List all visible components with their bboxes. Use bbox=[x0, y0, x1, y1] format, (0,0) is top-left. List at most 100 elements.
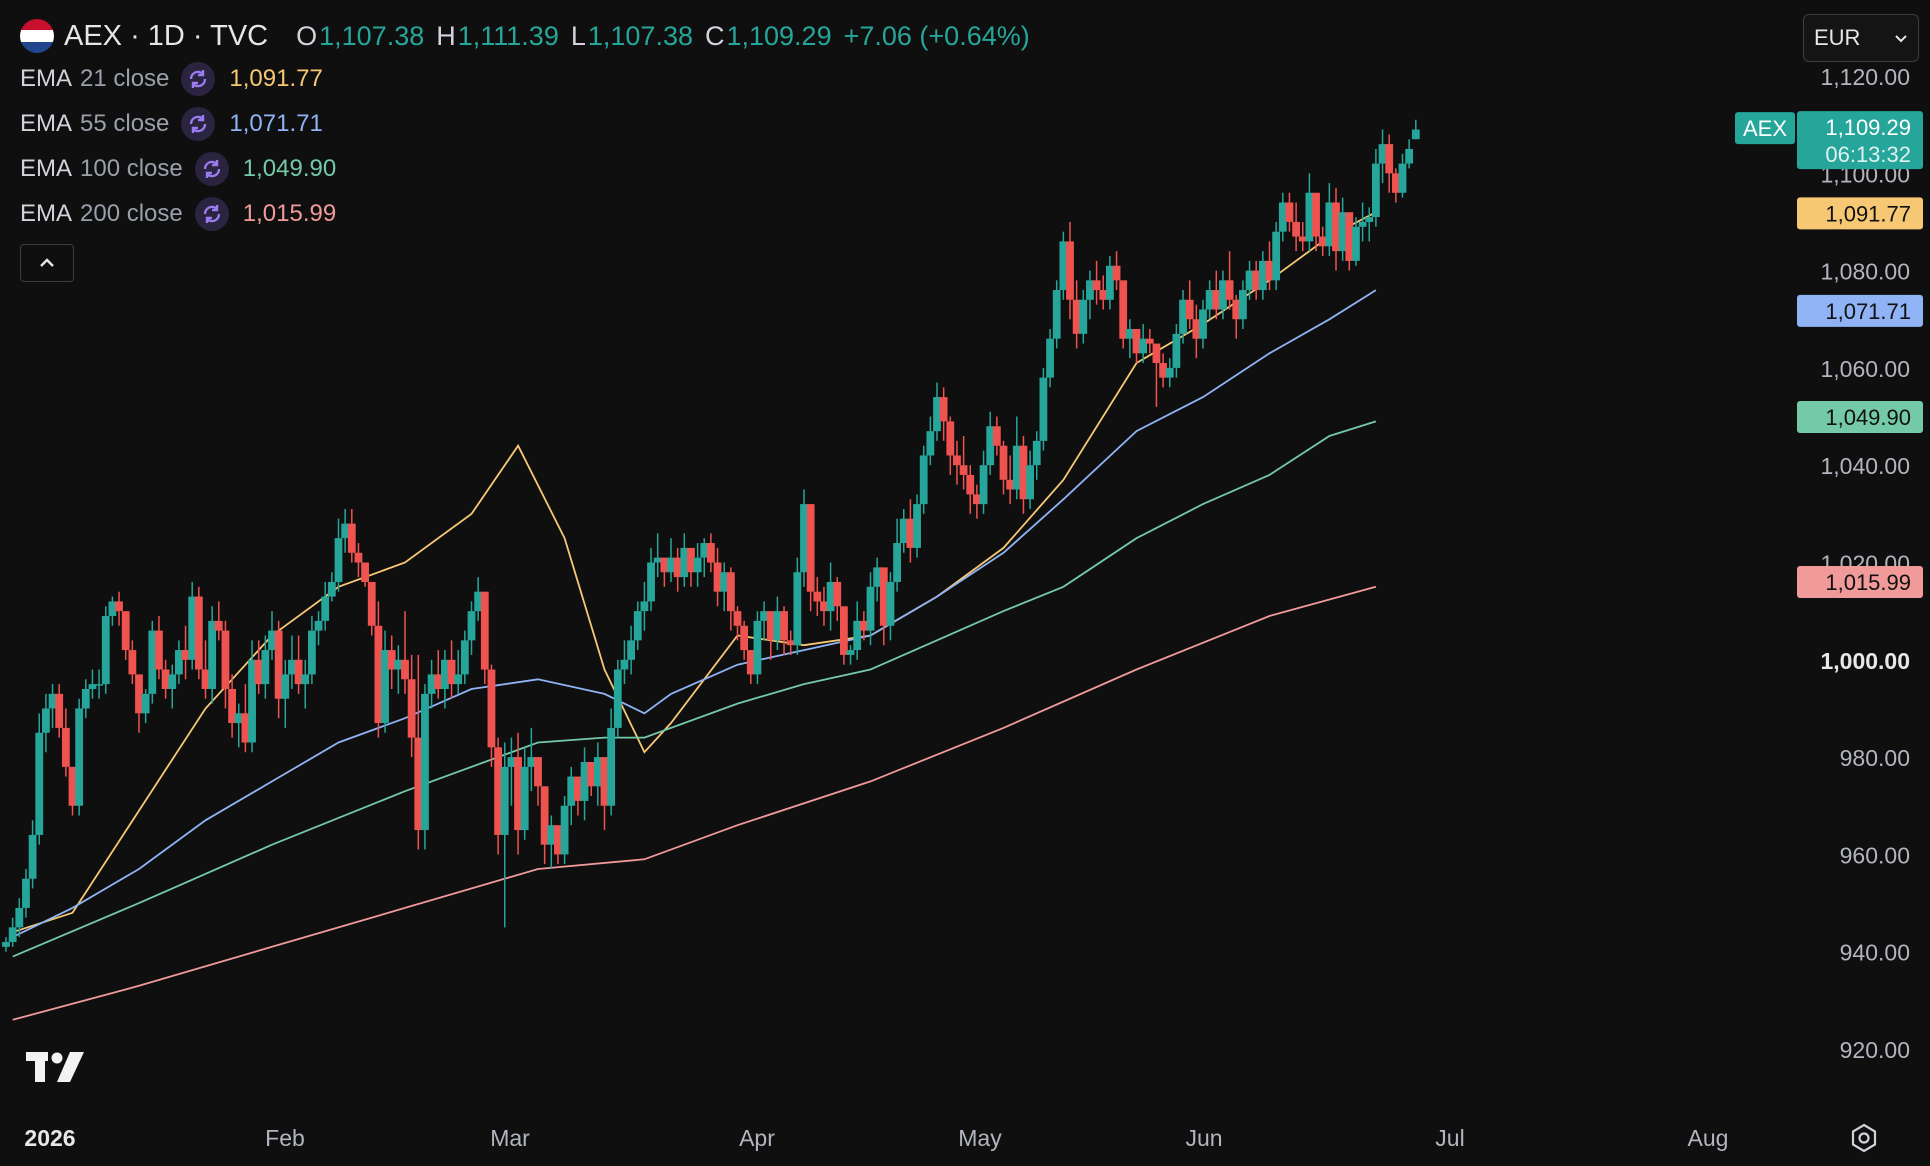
candle-body bbox=[1372, 163, 1380, 218]
candle-body bbox=[687, 547, 695, 573]
candle bbox=[22, 868, 30, 918]
price-tick-label: 1,120.00 bbox=[1820, 64, 1910, 90]
candle bbox=[1212, 270, 1221, 320]
candle bbox=[587, 761, 596, 797]
candle-body bbox=[746, 650, 755, 675]
candle bbox=[1112, 251, 1121, 291]
candle-body bbox=[653, 557, 662, 563]
candle-body bbox=[434, 674, 443, 689]
candle-body bbox=[28, 834, 37, 879]
candle bbox=[633, 601, 642, 651]
candle bbox=[175, 640, 183, 685]
candle-body bbox=[640, 601, 649, 612]
candle bbox=[926, 416, 935, 466]
chevron-down-icon bbox=[1895, 35, 1907, 43]
candle bbox=[294, 635, 303, 694]
candle bbox=[1079, 290, 1088, 344]
ema-lines bbox=[12, 211, 1377, 1021]
refresh-icon[interactable] bbox=[181, 106, 216, 141]
candle bbox=[554, 825, 562, 865]
candle bbox=[194, 586, 203, 680]
candle-body bbox=[1086, 280, 1094, 300]
currency-select[interactable]: EUR bbox=[1803, 14, 1919, 62]
candle-body bbox=[973, 494, 981, 505]
candle bbox=[1145, 328, 1154, 354]
candle-body bbox=[1292, 221, 1300, 237]
candle bbox=[15, 898, 24, 938]
candle bbox=[786, 630, 795, 655]
time-axis[interactable]: 2026 Feb Mar Apr May Jun Jul Aug bbox=[24, 1125, 1728, 1151]
close-value: 1,109.29 bbox=[726, 20, 832, 51]
candle bbox=[979, 450, 988, 514]
indicator-ema-100[interactable]: EMA 100 close 1,049.90 bbox=[20, 146, 1030, 191]
candle bbox=[1165, 358, 1174, 388]
indicator-ema-55[interactable]: EMA 55 close 1,071.71 bbox=[20, 101, 1030, 146]
refresh-icon[interactable] bbox=[181, 61, 216, 96]
candle bbox=[1372, 148, 1380, 227]
candle bbox=[261, 635, 270, 699]
refresh-icon[interactable] bbox=[194, 196, 229, 231]
candle-body bbox=[700, 543, 709, 558]
candle bbox=[800, 489, 808, 587]
indicator-value: 1,015.99 bbox=[242, 199, 337, 227]
candle-body bbox=[75, 708, 84, 806]
candle-body bbox=[627, 640, 635, 660]
candle-body bbox=[1385, 144, 1394, 174]
candle bbox=[720, 562, 729, 612]
candle bbox=[361, 562, 369, 587]
candle bbox=[773, 596, 782, 651]
candle-body bbox=[893, 543, 901, 582]
candle bbox=[1072, 280, 1081, 349]
candle bbox=[973, 484, 981, 519]
indicator-ema-21[interactable]: EMA 21 close 1,091.77 bbox=[20, 56, 1030, 101]
candle-body bbox=[61, 727, 70, 767]
candle-body bbox=[1205, 290, 1214, 310]
settings-icon[interactable] bbox=[1848, 1122, 1880, 1159]
candle bbox=[1099, 275, 1108, 310]
candle bbox=[1139, 324, 1148, 364]
refresh-icon[interactable] bbox=[194, 151, 229, 186]
indicator-params: 55 close bbox=[80, 109, 170, 137]
candle-body bbox=[1026, 465, 1034, 500]
candle bbox=[627, 625, 635, 675]
price-tick-label: 1,060.00 bbox=[1820, 356, 1910, 382]
collapse-legend-button[interactable] bbox=[20, 244, 74, 282]
candle-body bbox=[321, 596, 330, 621]
candle-body bbox=[148, 630, 157, 694]
indicator-ema-200[interactable]: EMA 200 close 1,015.99 bbox=[20, 191, 1030, 236]
chevron-up-icon bbox=[40, 258, 54, 267]
candle bbox=[806, 504, 815, 612]
candle bbox=[394, 645, 403, 694]
candle bbox=[899, 508, 908, 553]
price-tick-label: 1,080.00 bbox=[1820, 259, 1910, 285]
candle-body bbox=[1079, 299, 1088, 334]
candle-body bbox=[81, 688, 90, 709]
candle bbox=[42, 693, 50, 753]
candle bbox=[687, 547, 695, 587]
candle-body bbox=[1099, 290, 1108, 300]
symbol-title[interactable]: AEX · 1D · TVC bbox=[64, 19, 269, 52]
candle bbox=[494, 737, 502, 855]
candle bbox=[520, 747, 529, 840]
candle bbox=[1405, 139, 1414, 169]
candle bbox=[753, 611, 762, 685]
candle bbox=[354, 543, 363, 578]
candle bbox=[660, 557, 669, 587]
time-tick-label: 2026 bbox=[24, 1125, 75, 1151]
candle bbox=[1391, 168, 1400, 203]
candle bbox=[281, 659, 290, 728]
ema-price-tag bbox=[1797, 294, 1923, 327]
candle-body bbox=[633, 611, 642, 641]
candle-body bbox=[1298, 236, 1307, 242]
candle-body bbox=[1012, 445, 1021, 490]
ema-price-value: 1,091.77 bbox=[1825, 201, 1911, 226]
candle bbox=[334, 518, 343, 592]
candle bbox=[560, 796, 569, 865]
candle bbox=[986, 411, 995, 475]
candle bbox=[826, 562, 835, 631]
candle bbox=[1152, 343, 1161, 407]
candle-body bbox=[467, 611, 476, 641]
candle-body bbox=[15, 907, 24, 928]
candle bbox=[500, 742, 509, 928]
